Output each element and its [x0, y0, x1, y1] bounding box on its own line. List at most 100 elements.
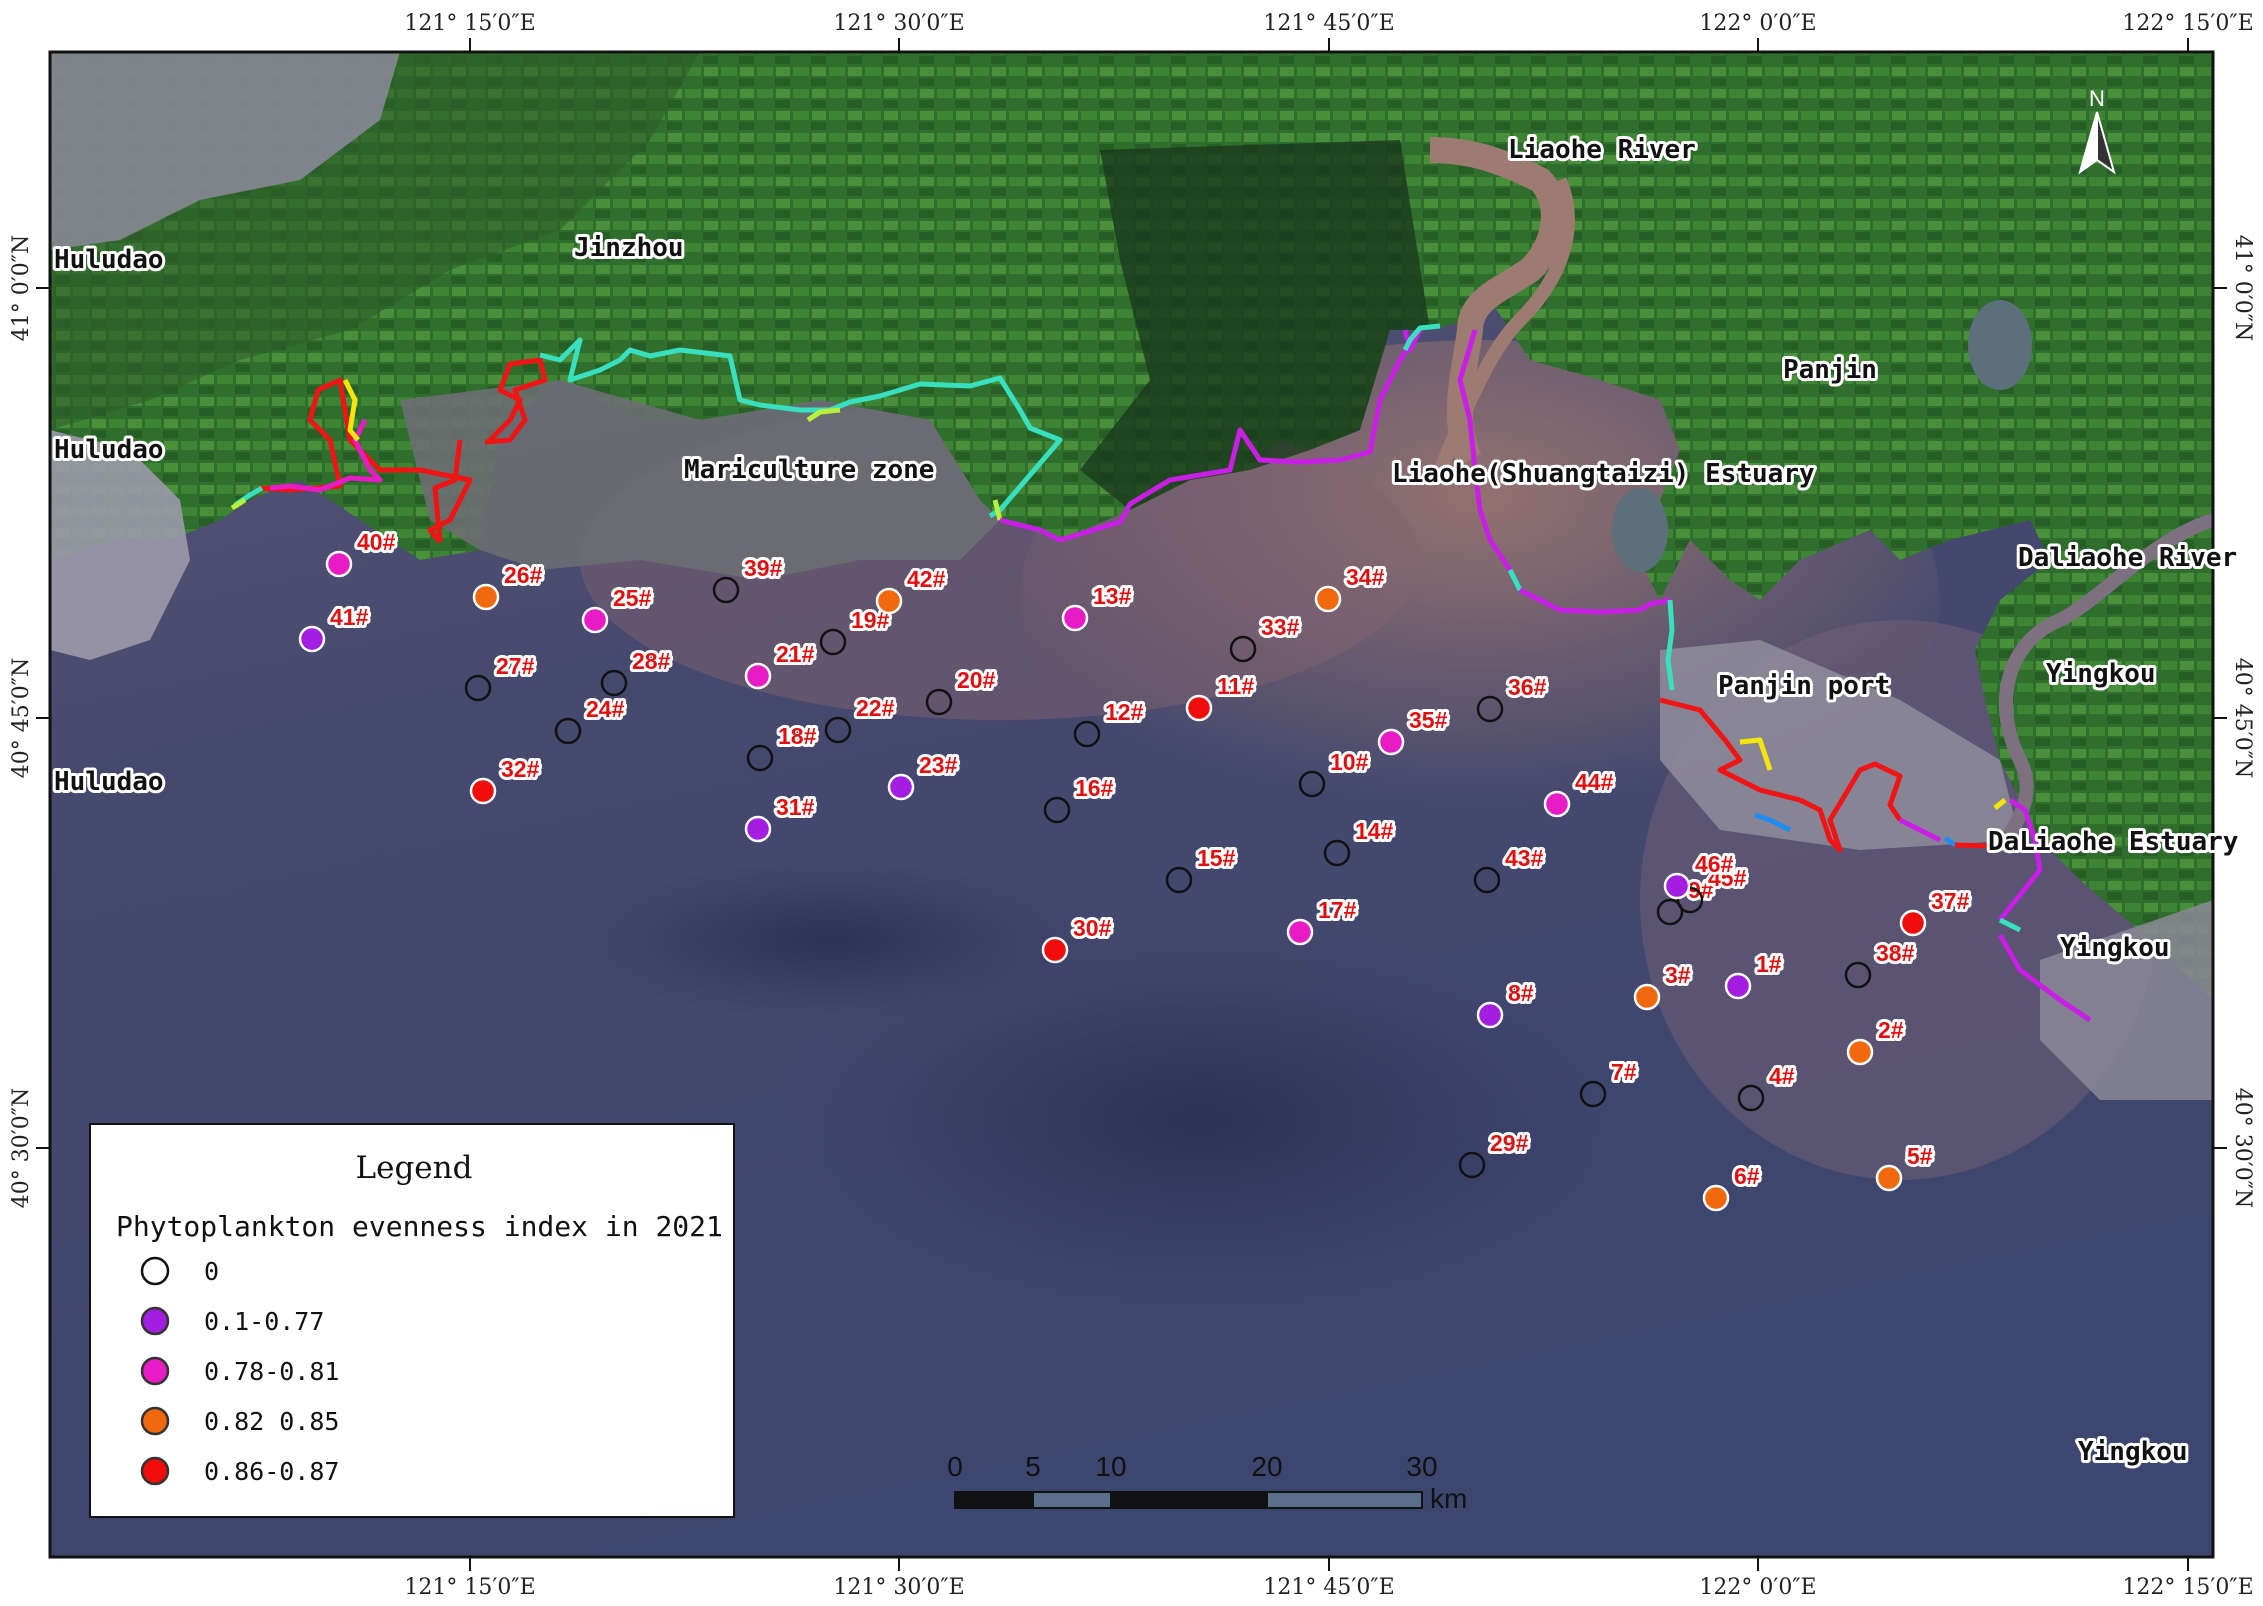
- station-marker: [325, 550, 353, 578]
- sampling-station: 3#: [1633, 959, 1694, 1011]
- legend-swatch: [140, 1306, 170, 1336]
- place-label-liaohe-estuary: Liaohe(Shuangtaizi) Estuary: [1392, 459, 1815, 489]
- reservoir: [1612, 488, 1668, 572]
- sampling-station: 29#: [1458, 1127, 1532, 1179]
- station-marker: [744, 815, 772, 843]
- station-label: 4#: [1769, 1063, 1795, 1089]
- sampling-station: 2#: [1846, 1014, 1907, 1066]
- legend-item-label: 0.1-0.77: [204, 1307, 324, 1336]
- left-lat-labels: 41° 0′0″N 40° 45′0″N 40° 30′0″N: [9, 235, 34, 1208]
- station-marker: [1875, 1164, 1903, 1192]
- station-label: 42#: [907, 566, 946, 592]
- sampling-station: 27#: [464, 650, 538, 702]
- lon-tick-label: 121° 30′0″E: [833, 11, 964, 36]
- station-marker: [469, 777, 497, 805]
- station-label: 41#: [330, 604, 369, 630]
- sampling-station: 17#: [1286, 894, 1360, 946]
- lon-tick-label: 121° 15′0″E: [404, 1575, 535, 1600]
- map-imagery: [50, 52, 2213, 1557]
- lat-tick-label: 41° 0′0″N: [9, 235, 34, 341]
- station-label: 37#: [1931, 888, 1970, 914]
- lon-tick-label: 122° 0′0″E: [1699, 1575, 1816, 1600]
- map-border: [48, 50, 2215, 1559]
- sampling-station: 13#: [1061, 580, 1135, 632]
- sampling-station: 40#: [325, 526, 399, 578]
- sampling-station: 16#: [1043, 772, 1117, 824]
- sampling-station: 6#: [1702, 1160, 1763, 1212]
- place-label-daliaohe-estuary: DaLiaohe Estuary: [1988, 827, 2238, 857]
- station-marker: [875, 587, 903, 615]
- coastline-segment-yellow: [992, 499, 1003, 521]
- land-area: [50, 52, 2213, 1000]
- coastline-segment-yellow: [806, 407, 841, 423]
- station-marker: [1473, 866, 1501, 894]
- coastline-segment-red: [1954, 842, 1991, 849]
- place-label-jinzhou: Jinzhou: [574, 233, 684, 263]
- bottom-lon-labels: 121° 15′0″E 121° 30′0″E 121° 45′0″E 122°…: [404, 1575, 2253, 1600]
- coastline-segment-red: [1659, 697, 1801, 803]
- station-label: 36#: [1508, 674, 1547, 700]
- sampling-station: 26#: [472, 559, 546, 611]
- station-marker: [819, 628, 847, 656]
- lon-tick-label: 121° 15′0″E: [404, 11, 535, 36]
- station-marker: [1165, 866, 1193, 894]
- coastline-segment-cyan: [1402, 323, 1441, 352]
- station-label: 16#: [1075, 775, 1114, 801]
- station-label: 34#: [1346, 564, 1385, 590]
- legend-item-label: 0.82 0.85: [204, 1407, 339, 1436]
- sampling-station: 31#: [744, 791, 818, 843]
- station-marker: [887, 773, 915, 801]
- station-label: 27#: [496, 653, 535, 679]
- station-label: 31#: [776, 794, 815, 820]
- sampling-station: 11#: [1185, 670, 1257, 722]
- coastline-segment-cyan: [539, 337, 1063, 519]
- station-label: 2#: [1878, 1017, 1904, 1043]
- sampling-station: 41#: [298, 601, 372, 653]
- station-marker: [1041, 936, 1069, 964]
- station-marker: [1377, 728, 1405, 756]
- legend-subtitle: Phytoplankton evenness index in 2021: [116, 1210, 723, 1243]
- station-label: 26#: [504, 562, 543, 588]
- station-marker: [1633, 983, 1661, 1011]
- station-marker: [925, 688, 953, 716]
- scale-unit: km: [1430, 1483, 1467, 1514]
- lat-tick-label: 41° 0′0″N: [2230, 235, 2255, 341]
- coastline-segment-yellow: [230, 497, 247, 511]
- lon-tick-label: 121° 30′0″E: [833, 1575, 964, 1600]
- station-label: 13#: [1093, 583, 1132, 609]
- sampling-station: 25#: [581, 582, 655, 634]
- coastline-segment-red: [484, 357, 548, 445]
- place-label-huludao: Huludao: [54, 767, 164, 797]
- legend-box: [89, 1123, 735, 1518]
- sampling-station: 37#: [1899, 885, 1973, 937]
- coastline-segment-magenta: [1997, 933, 2092, 1023]
- lon-tick-label: 121° 45′0″E: [1263, 11, 1394, 36]
- station-marker: [472, 583, 500, 611]
- place-label-yingkou: Yingkou: [2060, 933, 2170, 963]
- place-label-yingkou: Yingkou: [2046, 659, 2156, 689]
- place-label-yingkou: Yingkou: [2078, 1437, 2188, 1467]
- station-label: 30#: [1073, 915, 1112, 941]
- coastline-segment-magenta: [1457, 329, 1513, 572]
- sampling-station: 5#: [1875, 1140, 1936, 1192]
- station-label: 20#: [957, 667, 996, 693]
- scale-label: 20: [1251, 1451, 1282, 1482]
- scale-label: 30: [1406, 1451, 1437, 1482]
- station-marker: [1286, 918, 1314, 946]
- lon-tick-label: 122° 15′0″E: [2122, 1575, 2253, 1600]
- coastline-segment-blue: [1943, 835, 1957, 848]
- station-marker: [1043, 796, 1071, 824]
- station-label: 22#: [856, 695, 895, 721]
- station-marker: [1476, 695, 1504, 723]
- station-label: 5#: [1907, 1143, 1933, 1169]
- station-marker: [1476, 1001, 1504, 1029]
- legend-items: 0 0.1-0.77 0.78-0.81 0.82 0.85 0.86-0.87: [140, 1256, 339, 1486]
- station-label: 1#: [1756, 951, 1782, 977]
- station-marker: [298, 625, 326, 653]
- scale-segment: [954, 1491, 1034, 1509]
- scale-segment: [1110, 1491, 1268, 1509]
- station-marker: [1724, 972, 1752, 1000]
- sampling-station: 34#: [1314, 561, 1388, 613]
- legend-item-label: 0.78-0.81: [204, 1357, 339, 1386]
